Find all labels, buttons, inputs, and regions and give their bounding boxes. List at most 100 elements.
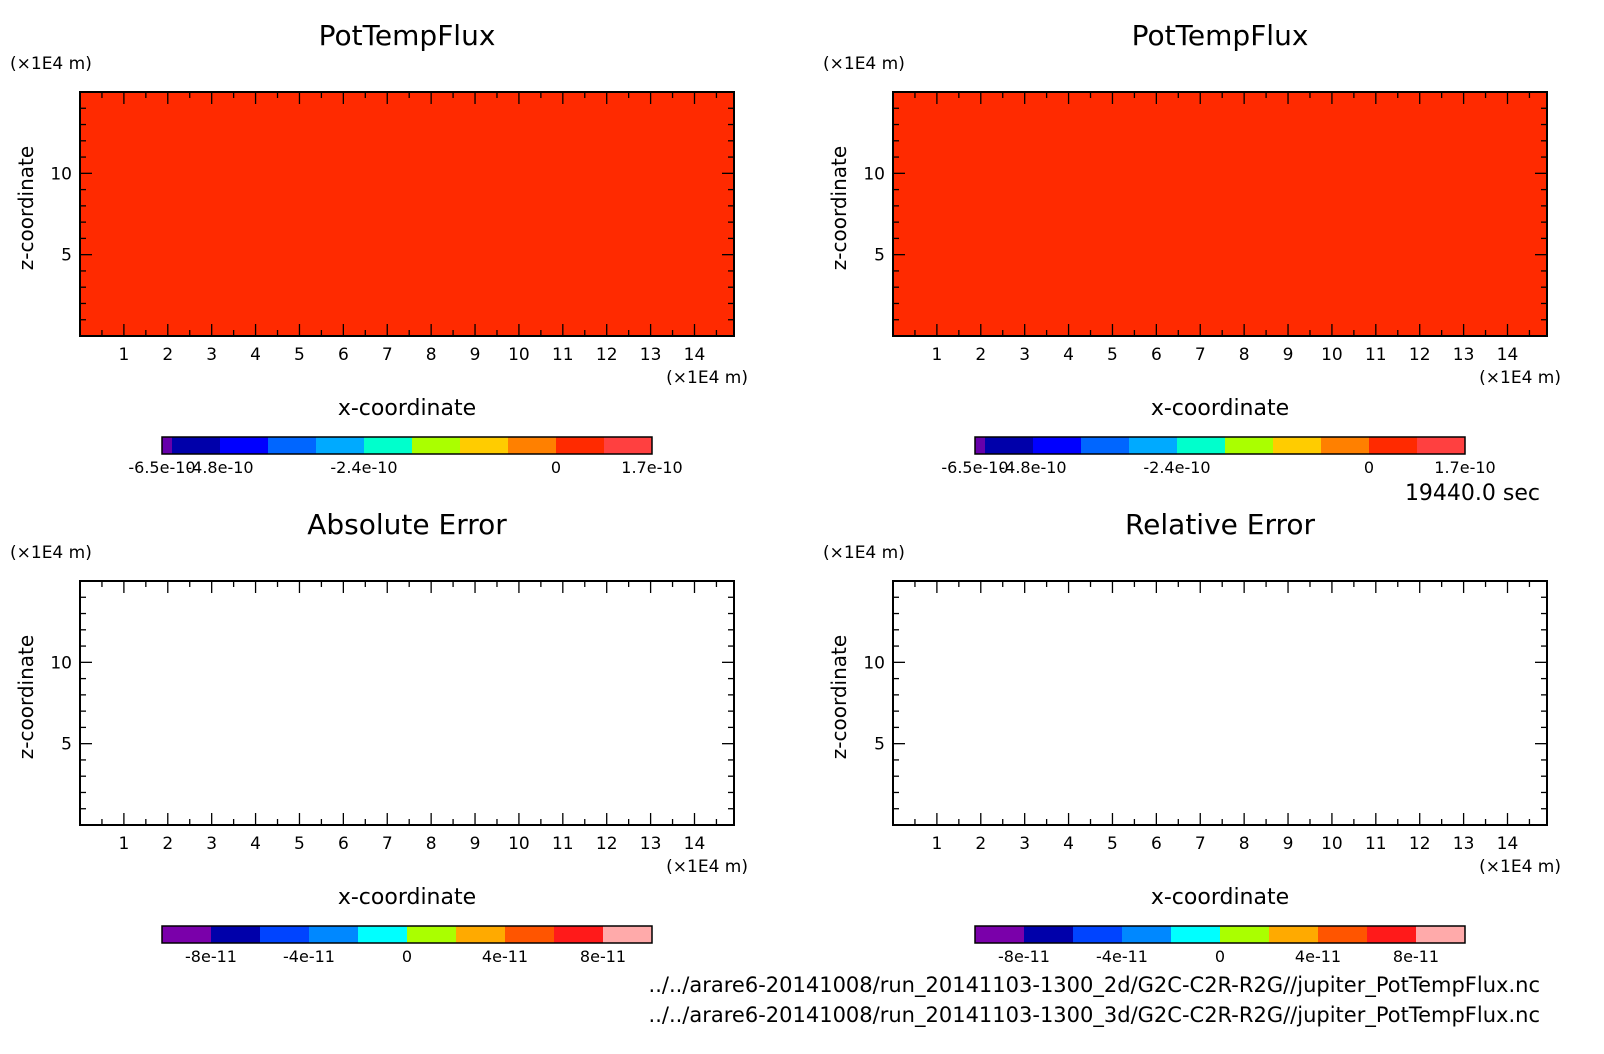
y-unit-label: (×1E4 m) — [10, 543, 92, 563]
x-tick-label: 9 — [1283, 345, 1294, 365]
y-axis-label: z-coordinate — [14, 635, 38, 759]
colorbar-tick-label: -4e-11 — [1096, 947, 1148, 966]
x-tick-label: 11 — [552, 834, 574, 854]
colorbar-tick-label: -6.5e-10 — [941, 458, 1008, 477]
colorbar-tick-label: 0 — [1215, 947, 1225, 966]
colorbar-frame — [974, 436, 1466, 455]
panel-4: Relative Error(×1E4 m)1 2 3 4 5 6 7 8 9 10 11 12 13 1… — [823, 508, 1561, 966]
colorbar-swatch — [975, 926, 1024, 943]
x-tick-label: 3 — [206, 834, 217, 854]
x-tick-label: 10 — [508, 834, 530, 854]
colorbar-swatch — [985, 437, 1033, 454]
colorbar-swatch — [505, 926, 554, 943]
colorbar-swatch — [456, 926, 505, 943]
colorbar-tick-label: 1.7e-10 — [621, 458, 682, 477]
colorbar-tick-label: -2.4e-10 — [1143, 458, 1210, 477]
x-tick-label: 11 — [1365, 834, 1387, 854]
panel-title: Absolute Error — [307, 508, 507, 541]
colorbar-tick-label: 4e-11 — [1295, 947, 1341, 966]
colorbar-swatch — [556, 437, 604, 454]
x-tick-label: 1 — [118, 834, 129, 854]
colorbar-swatch — [1033, 437, 1081, 454]
colorbar-tick-label: -2.4e-10 — [330, 458, 397, 477]
x-tick-label: 6 — [1151, 834, 1162, 854]
x-tick-label: 2 — [162, 834, 173, 854]
x-tick-label: 12 — [1409, 345, 1431, 365]
x-tick-label: 4 — [250, 834, 261, 854]
x-tick-label: 12 — [596, 834, 618, 854]
colorbar-swatch — [172, 437, 220, 454]
x-tick-label: 4 — [250, 345, 261, 365]
colorbar-swatch — [1024, 926, 1073, 943]
colorbar-swatch — [1171, 926, 1220, 943]
x-unit-label: (×1E4 m) — [1479, 857, 1561, 877]
colorbar-swatch — [603, 926, 652, 943]
colorbar-swatch — [316, 437, 364, 454]
x-tick-label: 10 — [1321, 834, 1343, 854]
colorbar-swatch — [1417, 437, 1465, 454]
y-axis-label: z-coordinate — [14, 146, 38, 270]
x-tick-label: 1 — [931, 345, 942, 365]
colorbar-tick-label: 8e-11 — [580, 947, 626, 966]
field-area — [893, 92, 1547, 336]
field-area — [893, 581, 1547, 825]
x-tick-label: 11 — [552, 345, 574, 365]
colorbar-swatch — [1367, 926, 1416, 943]
colorbar-tick-label: 4e-11 — [482, 947, 528, 966]
plot-frame — [79, 91, 735, 337]
x-tick-label: 8 — [426, 345, 437, 365]
x-tick-label: 8 — [1239, 834, 1250, 854]
y-axis-label: z-coordinate — [827, 146, 851, 270]
x-axis-label: x-coordinate — [1151, 396, 1289, 421]
x-tick-label: 9 — [470, 345, 481, 365]
colorbar-swatch — [162, 926, 211, 943]
x-tick-label: 2 — [975, 834, 986, 854]
field-area — [80, 581, 734, 825]
y-unit-label: (×1E4 m) — [10, 54, 92, 74]
x-tick-label: 9 — [1283, 834, 1294, 854]
x-tick-label: 14 — [684, 834, 706, 854]
colorbar-swatch — [1081, 437, 1129, 454]
colorbar-swatch — [1073, 926, 1122, 943]
x-tick-label: 8 — [1239, 345, 1250, 365]
colorbar-tick-label: 0 — [402, 947, 412, 966]
panel-title: Relative Error — [1125, 508, 1316, 541]
x-tick-label: 7 — [382, 345, 393, 365]
colorbar-swatch — [1225, 437, 1273, 454]
x-tick-label: 8 — [426, 834, 437, 854]
colorbar-tick-label: -4.8e-10 — [999, 458, 1066, 477]
x-tick-label: 1 — [118, 345, 129, 365]
colorbar-swatch — [508, 437, 556, 454]
plot-frame — [892, 580, 1548, 826]
x-tick-label: 14 — [1497, 834, 1519, 854]
colorbar-tick-label: -8e-11 — [185, 947, 237, 966]
y-unit-label: (×1E4 m) — [823, 543, 905, 563]
y-tick-label: 5 — [874, 246, 885, 266]
x-tick-label: 11 — [1365, 345, 1387, 365]
colorbar-tick-label: -6.5e-10 — [128, 458, 195, 477]
x-tick-label: 1 — [931, 834, 942, 854]
colorbar-tick-label: 0 — [551, 458, 561, 477]
y-tick-label: 10 — [863, 653, 885, 673]
panel-title: PotTempFlux — [319, 19, 496, 52]
x-unit-label: (×1E4 m) — [666, 857, 748, 877]
colorbar-swatch — [1177, 437, 1225, 454]
field-area — [80, 92, 734, 336]
colorbar-swatch — [975, 437, 985, 454]
x-tick-label: 3 — [1019, 834, 1030, 854]
file-path-1: ../../arare6-20141008/run_20141103-1300_… — [649, 973, 1540, 998]
colorbar-swatch — [162, 437, 172, 454]
y-tick-label: 10 — [863, 164, 885, 184]
colorbar-swatch — [1122, 926, 1171, 943]
x-tick-label: 6 — [1151, 345, 1162, 365]
colorbar-tick-label: -4.8e-10 — [186, 458, 253, 477]
colorbar-tick-label: -4e-11 — [283, 947, 335, 966]
x-tick-label: 2 — [975, 345, 986, 365]
x-axis-label: x-coordinate — [338, 885, 476, 910]
x-tick-label: 5 — [294, 834, 305, 854]
x-unit-label: (×1E4 m) — [1479, 368, 1561, 388]
x-tick-label: 10 — [1321, 345, 1343, 365]
colorbar-swatch — [1369, 437, 1417, 454]
panel-title: PotTempFlux — [1132, 19, 1309, 52]
file-path-2: ../../arare6-20141008/run_20141103-1300_… — [649, 1003, 1540, 1028]
